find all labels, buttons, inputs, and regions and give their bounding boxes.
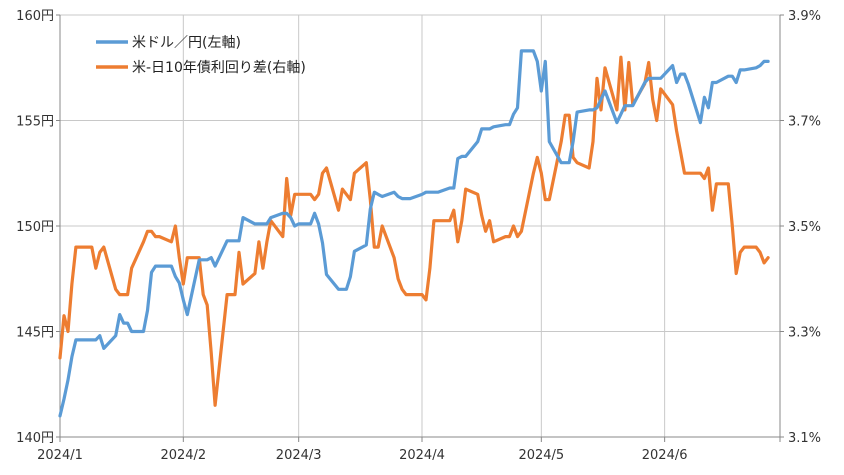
y-left-tick-label: 145円 [16,326,54,341]
y-right-tick-label: 3.1% [788,431,821,446]
y-right-tick-label: 3.3% [788,326,821,341]
axes [56,14,784,442]
x-tick-label: 2024/2 [160,448,206,463]
gridlines [60,14,780,437]
y-left-tick-label: 150円 [16,220,54,235]
y-right-tick-label: 3.7% [788,115,821,130]
y-left-tick-label: 140円 [16,431,54,446]
x-tick-label: 2024/3 [276,448,322,463]
series-lines [58,49,770,418]
y-left-tick-label: 155円 [16,115,54,130]
x-tick-label: 2024/5 [518,448,564,463]
y-right-tick-label: 3.5% [788,220,821,235]
series-line-usdjpy [58,49,770,418]
legend-label-usdjpy: 米ドル／円(左軸) [132,35,241,51]
legend-label-yield-spread: 米-日10年債利回り差(右軸) [132,60,306,76]
y-right-tick-label: 3.9% [788,9,821,24]
x-tick-label: 2024/1 [37,448,83,463]
tick-labels: 140円 145円 150円 155円 160円 3.1% 3.3% 3.5% 3.7% 3.9%… [16,9,821,463]
x-tick-label: 2024/4 [399,448,445,463]
series-line-yield-spread [58,55,770,407]
x-tick-label: 2024/6 [642,448,688,463]
y-left-tick-label: 160円 [16,9,54,24]
legend: 米ドル／円(左軸) 米-日10年債利回り差(右軸) [96,35,306,76]
